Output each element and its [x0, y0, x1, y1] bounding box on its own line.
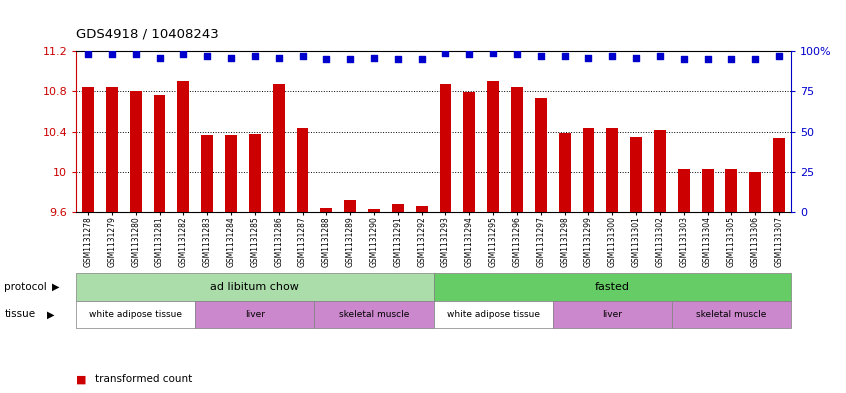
Point: [224, 54, 238, 61]
Point: [391, 56, 404, 62]
Text: liver: liver: [244, 310, 265, 319]
Point: [677, 56, 690, 62]
Point: [105, 51, 118, 57]
Bar: [726, 169, 738, 212]
Bar: [201, 135, 213, 212]
Bar: [487, 81, 499, 212]
Bar: [440, 84, 452, 212]
Point: [272, 54, 285, 61]
Bar: [773, 138, 785, 212]
Point: [463, 51, 476, 57]
Point: [725, 56, 739, 62]
Point: [248, 53, 261, 59]
Bar: [129, 91, 141, 212]
Bar: [195, 301, 315, 328]
Point: [320, 56, 333, 62]
Bar: [178, 81, 190, 212]
Bar: [701, 169, 713, 212]
Bar: [607, 128, 618, 212]
Point: [558, 53, 571, 59]
Bar: [76, 273, 433, 301]
Point: [201, 53, 214, 59]
Text: white adipose tissue: white adipose tissue: [89, 310, 182, 319]
Text: protocol: protocol: [4, 282, 47, 292]
Bar: [750, 172, 761, 212]
Text: transformed count: transformed count: [95, 374, 192, 384]
Text: ■: ■: [76, 374, 86, 384]
Bar: [368, 209, 380, 212]
Bar: [82, 87, 94, 212]
Bar: [511, 87, 523, 212]
Bar: [321, 208, 332, 212]
Bar: [344, 200, 356, 212]
Bar: [225, 135, 237, 212]
Point: [606, 53, 619, 59]
Point: [772, 53, 786, 59]
Bar: [672, 301, 791, 328]
Text: fasted: fasted: [595, 282, 629, 292]
Bar: [272, 84, 284, 212]
Text: ad libitum chow: ad libitum chow: [211, 282, 299, 292]
Bar: [583, 128, 595, 212]
Bar: [654, 130, 666, 212]
Bar: [76, 301, 195, 328]
Bar: [464, 92, 475, 212]
Point: [629, 54, 643, 61]
Text: GDS4918 / 10408243: GDS4918 / 10408243: [76, 28, 219, 40]
Text: ▶: ▶: [47, 309, 54, 320]
Point: [177, 51, 190, 57]
Bar: [433, 273, 791, 301]
Point: [700, 56, 714, 62]
Bar: [630, 137, 642, 212]
Bar: [392, 204, 404, 212]
Bar: [154, 95, 166, 212]
Text: ▶: ▶: [52, 282, 60, 292]
Bar: [415, 206, 427, 212]
Point: [510, 51, 524, 57]
Point: [582, 54, 596, 61]
Point: [153, 54, 167, 61]
Bar: [558, 133, 570, 212]
Point: [296, 53, 310, 59]
Text: skeletal muscle: skeletal muscle: [338, 310, 409, 319]
Text: tissue: tissue: [4, 309, 36, 320]
Bar: [552, 301, 672, 328]
Point: [749, 56, 762, 62]
Text: white adipose tissue: white adipose tissue: [447, 310, 540, 319]
Point: [81, 51, 95, 57]
Bar: [297, 128, 309, 212]
Point: [534, 53, 547, 59]
Bar: [106, 87, 118, 212]
Bar: [678, 169, 689, 212]
Text: liver: liver: [602, 310, 623, 319]
Bar: [249, 134, 261, 212]
Bar: [535, 98, 547, 212]
Point: [343, 56, 357, 62]
Bar: [315, 301, 434, 328]
Point: [129, 51, 142, 57]
Point: [415, 56, 428, 62]
Point: [486, 50, 500, 56]
Point: [439, 50, 453, 56]
Point: [367, 54, 381, 61]
Bar: [433, 301, 552, 328]
Text: skeletal muscle: skeletal muscle: [696, 310, 766, 319]
Point: [653, 53, 667, 59]
